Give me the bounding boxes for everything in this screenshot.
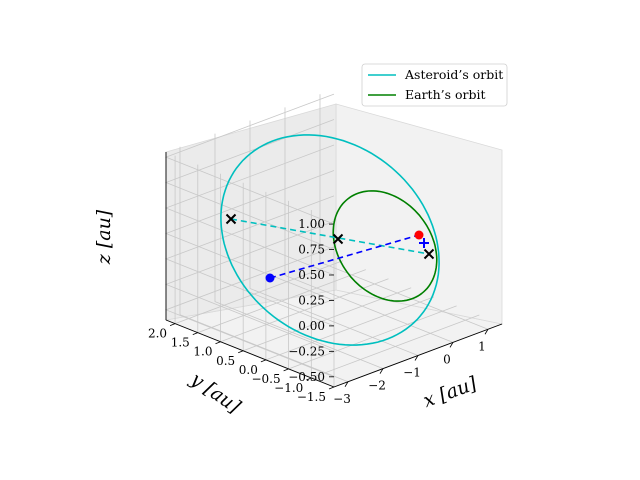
z-tick-label: 0.50 bbox=[298, 268, 325, 282]
cross-marker bbox=[423, 248, 435, 260]
y-tick-mark bbox=[283, 368, 289, 372]
legend: Asteroid’s orbit Earth’s orbit bbox=[361, 63, 508, 107]
y-axis-line bbox=[165, 319, 335, 388]
legend-label-earth: Earth’s orbit bbox=[405, 87, 486, 102]
x-tick-label: 1 bbox=[478, 339, 486, 353]
y-tick-mark bbox=[260, 359, 267, 363]
x-axis-label: x [au] bbox=[420, 372, 480, 412]
asteroid-dashed-connector bbox=[230, 218, 430, 255]
dot-marker bbox=[414, 230, 424, 240]
y-tick-mark bbox=[306, 377, 312, 381]
y-tick-label: 0.5 bbox=[216, 354, 235, 368]
plus-marker bbox=[419, 238, 429, 248]
x-tick-label: −1 bbox=[403, 366, 421, 380]
y-tick-mark bbox=[169, 323, 176, 326]
x-tick-label: −2 bbox=[368, 379, 386, 393]
plot-layer bbox=[220, 134, 440, 346]
dot-marker bbox=[265, 273, 275, 283]
y-axis-label: y [au] bbox=[186, 368, 245, 419]
x-tick-mark bbox=[484, 329, 489, 335]
y-tick-mark bbox=[238, 350, 244, 354]
y-tick-mark bbox=[215, 341, 221, 345]
legend-label-asteroid: Asteroid’s orbit bbox=[404, 67, 503, 82]
y-tick-mark bbox=[192, 332, 198, 336]
cross-marker bbox=[332, 233, 344, 245]
x-tick-mark bbox=[414, 355, 419, 361]
z-tick-label: 1.00 bbox=[298, 217, 325, 231]
axes-side-pane bbox=[165, 103, 337, 321]
axis-ticks: −3 −2 −1 0 1 −1.5−1.0−0.50.0 0.5 1.01.5 2.0 −0.50… bbox=[148, 217, 489, 406]
y-tick-mark bbox=[328, 386, 335, 390]
y-tick-label: −0.5 bbox=[251, 372, 280, 386]
earth-dashed-connector bbox=[269, 234, 420, 279]
earth-orbit-line bbox=[332, 190, 438, 302]
x-tick-label: −3 bbox=[333, 392, 351, 406]
legend-frame bbox=[361, 63, 508, 107]
z-tick-label: −0.25 bbox=[288, 344, 325, 358]
y-tick-label: 1.5 bbox=[171, 336, 190, 350]
cross-marker bbox=[225, 213, 237, 225]
z-tick-label: −0.50 bbox=[288, 370, 325, 384]
y-tick-label: −1.0 bbox=[274, 381, 303, 395]
z-tick-label: 0.00 bbox=[298, 319, 325, 333]
z-axis-label: z [au] bbox=[93, 209, 115, 265]
z-tick-label: 0.75 bbox=[298, 243, 325, 257]
x-tick-mark bbox=[449, 342, 454, 348]
x-tick-mark bbox=[344, 381, 349, 387]
y-tick-label: 0.0 bbox=[239, 363, 258, 377]
y-tick-label: 2.0 bbox=[148, 327, 167, 341]
x-tick-mark bbox=[379, 368, 384, 374]
x-tick-label: 0 bbox=[443, 352, 451, 366]
y-tick-label: −1.5 bbox=[297, 390, 326, 404]
z-tick-label: 0.25 bbox=[298, 293, 325, 307]
y-tick-label: 1.0 bbox=[193, 345, 212, 359]
asteroid-orbit-line bbox=[220, 134, 440, 346]
